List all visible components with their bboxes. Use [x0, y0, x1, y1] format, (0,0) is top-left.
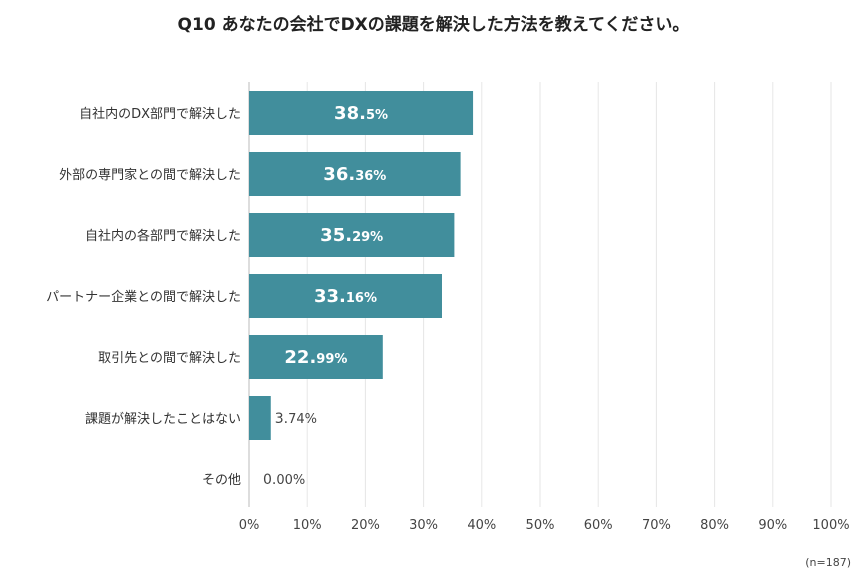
x-tick-label: 70% — [642, 518, 671, 533]
value-label: 33.16% — [314, 286, 377, 307]
value-label: 3.74% — [275, 411, 317, 427]
category-label: その他 — [202, 473, 241, 488]
x-tick-label: 60% — [584, 518, 613, 533]
bar — [249, 152, 461, 196]
x-tick-label: 0% — [239, 518, 260, 533]
x-tick-label: 50% — [526, 518, 555, 533]
value-label: 35.29% — [320, 225, 383, 246]
bar — [249, 335, 383, 379]
category-label: 取引先との間で解決した — [98, 351, 241, 366]
category-label: 外部の専門家との間で解決した — [59, 167, 241, 183]
category-label: 自社内のDX部門で解決した — [79, 106, 241, 122]
value-label: 22.99% — [284, 347, 347, 368]
sample-size-note: (n=187) — [805, 556, 851, 569]
bar — [249, 396, 271, 440]
x-tick-label: 10% — [293, 518, 322, 533]
bar — [249, 91, 474, 135]
x-tick-label: 40% — [467, 518, 496, 533]
category-label: 課題が解決したことはない — [85, 411, 241, 427]
x-tick-label: 30% — [409, 518, 438, 533]
x-tick-label: 80% — [700, 518, 729, 533]
value-label: 0.00% — [263, 472, 305, 488]
bar — [249, 274, 442, 318]
x-tick-label: 100% — [812, 518, 849, 533]
bar — [249, 213, 455, 257]
category-label: パートナー企業との間で解決した — [46, 289, 241, 305]
value-label: 38.5% — [334, 103, 388, 124]
value-label: 36.36% — [323, 164, 386, 185]
x-tick-label: 20% — [351, 518, 380, 533]
category-label: 自社内の各部門で解決した — [85, 228, 241, 244]
x-tick-label: 90% — [758, 518, 787, 533]
chart-title: Q10 あなたの会社でDXの課題を解決した方法を教えてください。 — [177, 15, 690, 35]
